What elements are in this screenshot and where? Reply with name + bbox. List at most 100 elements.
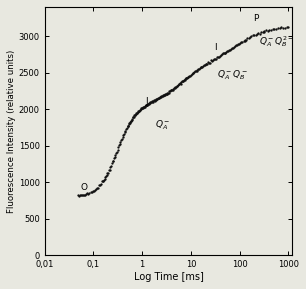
Point: [219, 52, 224, 57]
Point: [142, 104, 147, 109]
Point: [207, 60, 212, 65]
Point: [204, 62, 209, 66]
Point: [167, 89, 172, 94]
Point: [85, 191, 90, 196]
Point: [196, 66, 201, 71]
Point: [262, 29, 267, 33]
Point: [140, 105, 144, 110]
Point: [158, 95, 163, 99]
Text: $Q_A^-$: $Q_A^-$: [155, 119, 170, 132]
Point: [115, 148, 120, 153]
Point: [265, 28, 270, 33]
Point: [188, 72, 193, 77]
Point: [230, 46, 235, 51]
Text: $Q_A^-Q_B^{2-}$: $Q_A^-Q_B^{2-}$: [259, 34, 294, 49]
Text: $Q_A^-Q_B^-$: $Q_A^-Q_B^-$: [217, 68, 248, 82]
Point: [186, 75, 191, 79]
Point: [201, 63, 206, 67]
Point: [239, 40, 244, 45]
Point: [165, 90, 170, 95]
Point: [139, 105, 144, 110]
Point: [132, 112, 137, 117]
Point: [123, 129, 128, 134]
Point: [242, 38, 247, 43]
Point: [176, 82, 181, 86]
Point: [95, 186, 99, 190]
Point: [107, 167, 112, 172]
Point: [125, 125, 129, 130]
Point: [155, 97, 160, 101]
Point: [171, 86, 176, 91]
Point: [170, 87, 175, 92]
Point: [231, 45, 236, 50]
Point: [192, 70, 197, 75]
Point: [272, 27, 277, 31]
Point: [185, 76, 189, 81]
Point: [183, 77, 188, 82]
Point: [118, 140, 123, 145]
Point: [103, 175, 108, 179]
Point: [256, 31, 261, 36]
Text: O: O: [81, 183, 88, 192]
Point: [229, 47, 234, 51]
Point: [164, 91, 169, 96]
Point: [75, 193, 80, 197]
Point: [150, 100, 155, 104]
Point: [210, 57, 215, 62]
Point: [141, 105, 146, 109]
Point: [154, 97, 159, 102]
Point: [98, 183, 103, 187]
Point: [117, 142, 122, 146]
Point: [184, 76, 188, 81]
Point: [196, 67, 201, 72]
Point: [113, 152, 118, 157]
Point: [130, 117, 135, 121]
Point: [93, 187, 98, 191]
Point: [166, 90, 171, 95]
Point: [192, 69, 197, 73]
Point: [208, 58, 213, 62]
Point: [237, 42, 242, 47]
Point: [151, 99, 156, 103]
Point: [131, 114, 136, 119]
Point: [132, 112, 137, 117]
Point: [284, 25, 289, 30]
Point: [240, 40, 245, 45]
Point: [77, 193, 82, 198]
Point: [135, 111, 140, 116]
Point: [176, 83, 181, 88]
Point: [277, 26, 282, 30]
Point: [116, 145, 121, 150]
Point: [131, 115, 136, 120]
Point: [159, 94, 164, 99]
Point: [216, 54, 221, 59]
Point: [102, 177, 107, 182]
Point: [262, 29, 267, 34]
Point: [134, 111, 139, 116]
Point: [109, 161, 114, 166]
Point: [190, 71, 195, 75]
Point: [250, 33, 255, 38]
Point: [233, 44, 238, 49]
Point: [201, 64, 206, 69]
Point: [211, 56, 216, 61]
Point: [129, 117, 134, 122]
Point: [175, 84, 180, 89]
Point: [125, 123, 130, 128]
Point: [151, 98, 156, 103]
Point: [91, 189, 96, 194]
Point: [121, 131, 126, 136]
Point: [136, 109, 141, 113]
Point: [114, 151, 118, 156]
Point: [146, 101, 151, 106]
Point: [143, 102, 148, 107]
Point: [181, 79, 186, 84]
Point: [187, 74, 192, 79]
Point: [194, 69, 199, 73]
Point: [180, 79, 185, 83]
Point: [234, 42, 239, 47]
Point: [182, 77, 187, 81]
Point: [177, 81, 182, 86]
Point: [252, 33, 257, 38]
Point: [260, 29, 265, 34]
